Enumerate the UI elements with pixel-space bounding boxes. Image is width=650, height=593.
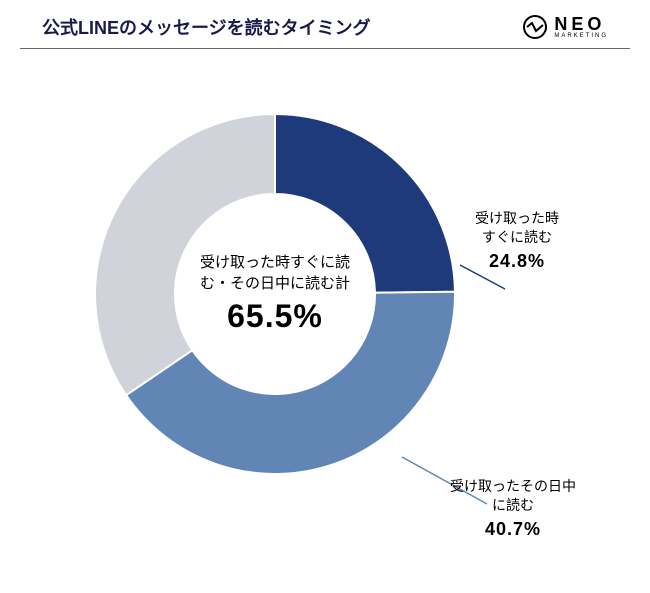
- donut-chart: [90, 109, 460, 479]
- callout-0: 受け取った時すぐに読む 24.8%: [475, 209, 559, 273]
- callout-text: 受け取った時: [475, 209, 559, 228]
- callout-text: すぐに読む: [475, 228, 559, 247]
- callout-1: 受け取ったその日中に読む 40.7%: [450, 477, 576, 541]
- callout-text: に読む: [450, 496, 576, 515]
- logo-sub: MARKETING: [554, 33, 608, 39]
- header: 公式LINEのメッセージを読むタイミング NEO MARKETING: [20, 0, 630, 49]
- page-title: 公式LINEのメッセージを読むタイミング: [42, 14, 371, 40]
- logo-icon: [522, 14, 548, 40]
- chart-area: 受け取った時すぐに読む・その日中に読む計 65.5% 受け取った時すぐに読む24…: [0, 49, 650, 569]
- logo-text: NEO MARKETING: [554, 15, 608, 39]
- callout-text: 受け取ったその日中: [450, 477, 576, 496]
- logo-main: NEO: [554, 15, 608, 33]
- callout-pct: 40.7%: [450, 517, 576, 541]
- donut-hole: [176, 195, 374, 393]
- brand-logo: NEO MARKETING: [522, 14, 608, 40]
- callout-pct: 24.8%: [475, 249, 559, 273]
